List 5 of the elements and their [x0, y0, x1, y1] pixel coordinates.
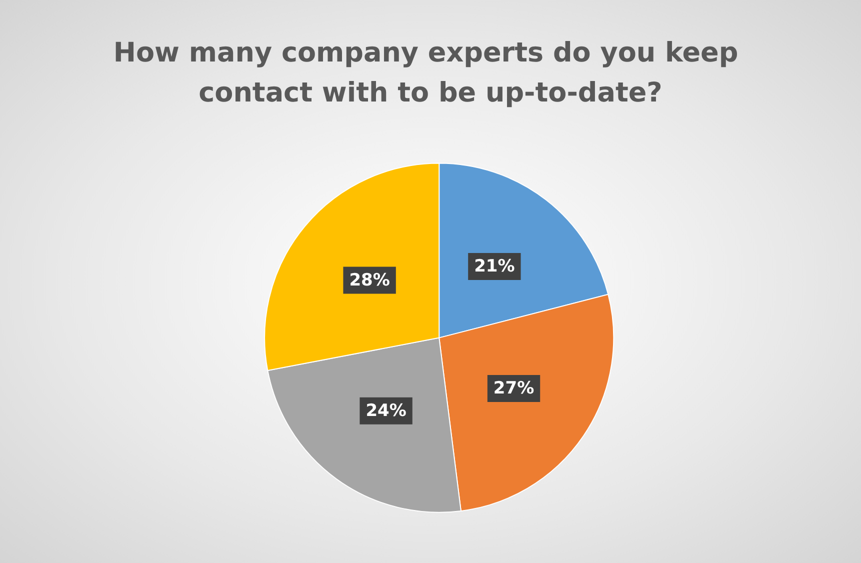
data-label: 28% — [349, 270, 390, 290]
data-label: 27% — [493, 378, 534, 399]
data-label: 24% — [366, 400, 406, 421]
chart-title: How many company experts do you keep contact with to be up-to-date? — [113, 38, 748, 108]
data-label: 21% — [474, 256, 515, 276]
